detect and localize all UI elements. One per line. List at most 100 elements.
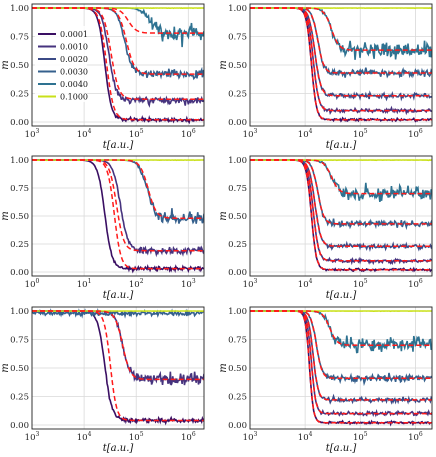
y-axis-label: m — [218, 60, 229, 69]
x-tick-label: 106 — [408, 278, 423, 290]
x-tick-label: 103 — [243, 128, 258, 140]
y-tick-label: 0.00 — [10, 268, 29, 278]
x-axis-label: t[a.u.] — [326, 290, 357, 301]
y-tick-label: 0.25 — [228, 240, 247, 250]
fit-line — [250, 159, 432, 247]
fit-line — [32, 7, 204, 34]
y-tick-label: 0.50 — [10, 364, 29, 374]
y-tick-label: 0.50 — [228, 212, 247, 222]
x-tick-label: 106 — [181, 431, 196, 443]
x-tick-label: 105 — [129, 128, 144, 140]
x-tick-label: 102 — [129, 278, 144, 290]
axes-frame — [249, 3, 433, 127]
legend: 0.0001 0.0010 0.0020 0.0030 0.0040 0.1000 — [35, 26, 88, 102]
x-axis-label: t[a.u.] — [103, 290, 134, 301]
fit-line — [250, 310, 432, 424]
y-tick-label: 1.00 — [10, 4, 29, 14]
series-line — [250, 310, 432, 405]
panel-6: 0.00 0.25 0.50 0.75 1.00 103 104 105 106 t[a.u.] m — [218, 306, 433, 454]
legend-label: 0.0001 — [60, 30, 88, 39]
fit-line — [250, 7, 432, 97]
panel-5: 0.00 0.25 0.50 0.75 1.00 103 104 105 106 t[a.u.] m — [0, 306, 205, 454]
y-tick-label: 1.00 — [228, 4, 247, 14]
x-tick-label: 103 — [181, 278, 196, 290]
y-tick-label: 0.00 — [10, 118, 29, 128]
panel-1: 0.00 0.25 0.50 0.75 1.00 103 104 105 106 t[a.u.] m… — [0, 3, 205, 151]
x-tick-label: 104 — [298, 128, 313, 140]
x-tick-label: 101 — [77, 278, 92, 290]
axes-frame — [31, 3, 205, 127]
y-axis-label: m — [0, 60, 11, 69]
x-tick-label: 103 — [243, 278, 258, 290]
x-axis-label: t[a.u.] — [103, 140, 134, 151]
x-axis-label: t[a.u.] — [326, 443, 357, 454]
series-line — [32, 310, 204, 386]
y-tick-label: 0.25 — [228, 393, 247, 403]
series-line — [250, 159, 432, 253]
series-line — [250, 159, 432, 273]
panel-3: 0.00 0.25 0.50 0.75 1.00 100 101 102 103 t[a.u.] m — [0, 155, 205, 301]
series-line — [250, 7, 432, 60]
fit-line — [250, 310, 432, 415]
y-tick-label: 0.00 — [10, 421, 29, 431]
fit-line — [250, 7, 432, 51]
fit-line — [250, 7, 432, 112]
panel-2: 0.00 0.25 0.50 0.75 1.00 103 104 105 106 t[a.u.] m — [218, 3, 433, 151]
series-line — [250, 7, 432, 116]
y-tick-label: 0.25 — [10, 393, 29, 403]
legend-label: 0.1000 — [60, 93, 88, 102]
panel-4: 0.00 0.25 0.50 0.75 1.00 103 104 105 106 t[a.u.] m — [218, 155, 433, 301]
y-tick-label: 0.50 — [10, 212, 29, 222]
y-axis-label: m — [218, 363, 229, 372]
y-tick-label: 1.00 — [228, 307, 247, 317]
x-tick-label: 105 — [129, 431, 144, 443]
x-tick-label: 100 — [25, 278, 40, 290]
y-tick-label: 0.00 — [228, 421, 247, 431]
series-line — [250, 159, 432, 203]
fit-line — [250, 7, 432, 74]
y-tick-label: 0.50 — [228, 364, 247, 374]
x-tick-label: 104 — [298, 431, 313, 443]
x-tick-label: 103 — [243, 431, 258, 443]
legend-box — [35, 26, 87, 102]
y-tick-label: 0.50 — [228, 61, 247, 71]
y-tick-label: 1.00 — [10, 307, 29, 317]
y-tick-label: 1.00 — [228, 156, 247, 166]
y-tick-label: 1.00 — [10, 156, 29, 166]
fit-line — [250, 310, 432, 346]
legend-label: 0.0010 — [60, 43, 88, 52]
legend-label: 0.0030 — [60, 68, 88, 77]
y-tick-label: 0.75 — [10, 336, 29, 346]
y-tick-label: 0.00 — [228, 268, 247, 278]
x-tick-label: 106 — [408, 431, 423, 443]
y-tick-label: 0.25 — [10, 240, 29, 250]
x-axis-label: t[a.u.] — [103, 443, 134, 454]
y-tick-label: 0.75 — [10, 33, 29, 43]
fit-line — [250, 159, 432, 195]
axes-frame — [249, 306, 433, 430]
x-tick-label: 105 — [353, 128, 368, 140]
legend-label: 0.0020 — [60, 55, 88, 64]
y-axis-label: m — [0, 211, 11, 220]
y-tick-label: 0.75 — [10, 184, 29, 194]
x-tick-label: 104 — [77, 431, 92, 443]
axes-frame — [31, 306, 205, 430]
series-line — [250, 310, 432, 427]
fit-line — [250, 7, 432, 121]
y-tick-label: 0.75 — [228, 33, 247, 43]
fit-line — [250, 159, 432, 225]
x-tick-label: 104 — [77, 128, 92, 140]
y-tick-label: 0.75 — [228, 336, 247, 346]
x-tick-label: 104 — [298, 278, 313, 290]
x-axis-label: t[a.u.] — [326, 140, 357, 151]
y-tick-label: 0.25 — [228, 90, 247, 100]
x-tick-label: 105 — [353, 431, 368, 443]
y-axis-label: m — [218, 211, 229, 220]
x-tick-label: 106 — [181, 128, 196, 140]
series-line — [250, 7, 432, 102]
y-tick-label: 0.50 — [10, 61, 29, 71]
series-line — [32, 307, 204, 319]
x-tick-label: 106 — [408, 128, 423, 140]
series-line — [32, 159, 204, 258]
